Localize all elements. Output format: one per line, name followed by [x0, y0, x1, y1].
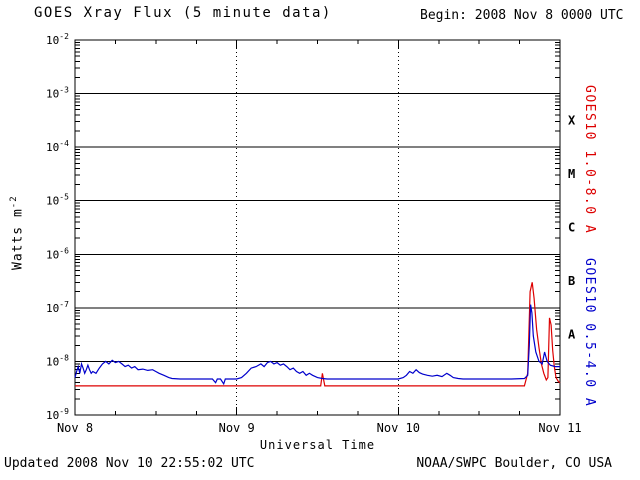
x-tick-label: Nov 8: [57, 421, 93, 435]
y-tick-label: 10-4: [46, 139, 69, 154]
chart-title: GOES Xray Flux (5 minute data): [34, 5, 332, 21]
flare-class-C: C: [568, 221, 575, 235]
y-tick-label: 10-9: [46, 407, 69, 422]
begin-time-label: Begin: 2008 Nov 8 0000 UTC: [420, 8, 624, 23]
flare-class-X: X: [568, 113, 576, 127]
y-axis-label-base: Watts m: [10, 208, 26, 270]
y-tick-label: 10-8: [46, 353, 69, 368]
x-tick-label: Nov 10: [377, 421, 420, 435]
x-tick-label: Nov 9: [219, 421, 255, 435]
x-axis-label: Universal Time: [259, 438, 376, 452]
flare-class-scale: X M C B A: [568, 113, 576, 341]
y-axis-label-exponent: -2: [9, 195, 19, 209]
y-tick-label: 10-5: [46, 193, 69, 208]
flare-class-M: M: [568, 167, 575, 181]
y-tick-label: 10-7: [46, 300, 69, 315]
x-tick-labels: Nov 8 Nov 9 Nov 10 Nov 11: [57, 421, 582, 435]
series-line-1: [74, 304, 560, 386]
y-tick-labels: 10-2 10-3 10-4 10-5 10-6 10-7 10-8 10-9: [46, 32, 69, 422]
credit-label: NOAA/SWPC Boulder, CO USA: [416, 456, 612, 471]
series-label-long-channel: GOES10 1.0-8.0 A: [582, 85, 597, 235]
series-line-0: [75, 282, 561, 387]
x-tick-label: Nov 11: [538, 421, 581, 435]
y-tick-label: 10-2: [46, 32, 69, 47]
y-tick-label: 10-3: [46, 86, 69, 101]
series-label-short-channel: GOES10 0.5-4.0 A: [582, 258, 597, 408]
flare-class-B: B: [568, 274, 575, 288]
flare-class-A: A: [568, 328, 576, 342]
grid: [74, 39, 561, 416]
y-tick-label: 10-6: [46, 246, 69, 261]
series-lines: [74, 282, 561, 387]
y-axis-label: Watts m-2: [9, 195, 25, 270]
updated-timestamp: Updated 2008 Nov 10 22:55:02 UTC: [4, 456, 255, 471]
